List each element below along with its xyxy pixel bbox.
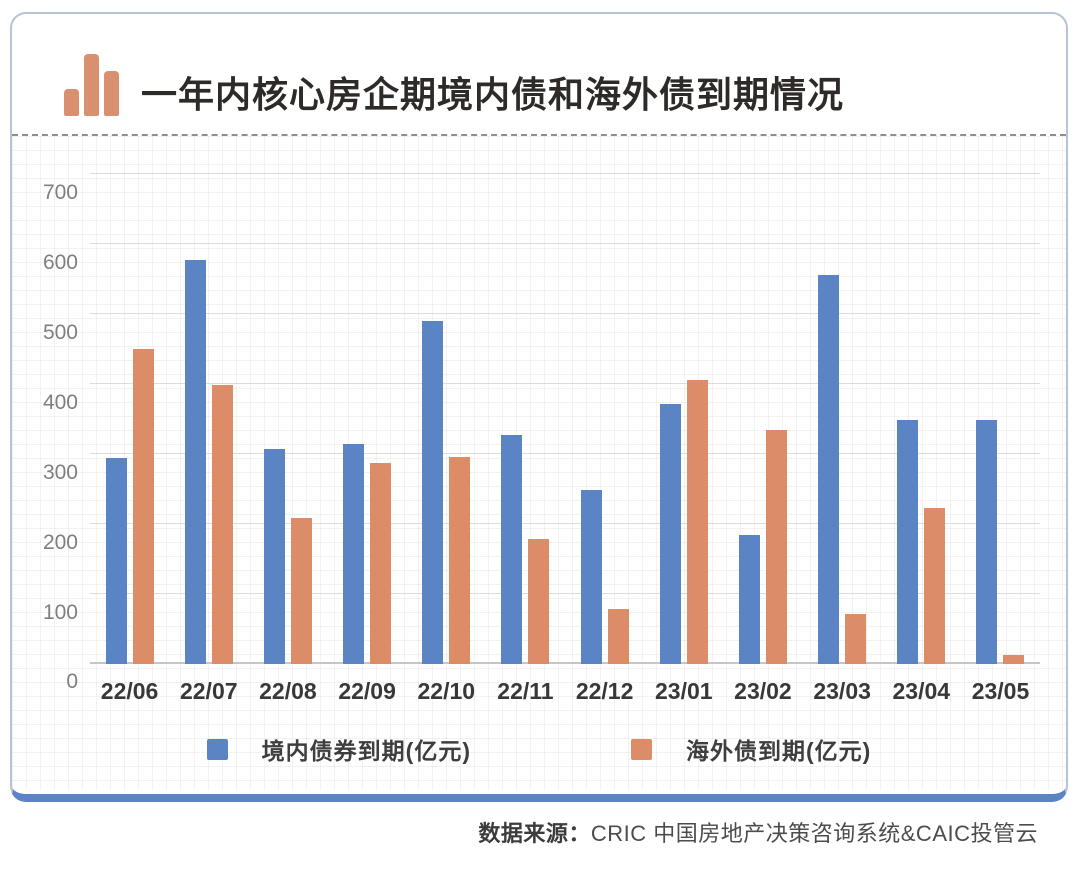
bar-境内债券到期(亿元)-22/08 [263, 449, 285, 664]
x-tick-label-22/12: 22/12 [575, 678, 634, 704]
legend-label: 海外债到期(亿元) [686, 738, 872, 764]
legend-item: 海外债到期(亿元) [631, 732, 871, 766]
y-tick-label-200: 200 [42, 531, 78, 554]
page-title-bold: 期境内债和海外债到期情况 [400, 74, 845, 115]
bar-group-22/10 [422, 174, 471, 664]
legend: 境内债券到期(亿元) 海外债到期(亿元) [12, 732, 1066, 766]
x-tick-label-23/03: 23/03 [813, 678, 871, 704]
bar-海外债到期(亿元)-23/04 [924, 507, 946, 664]
legend-swatch-icon [206, 738, 228, 760]
plot-area: 0 100 200 300 400 500 600 700 [43, 173, 1040, 692]
bar-group-23/02 [738, 174, 787, 664]
bar-境内债券到期(亿元)-23/04 [897, 419, 919, 664]
x-tick-label-22/09: 22/09 [338, 678, 396, 704]
bar-group-22/09 [343, 174, 392, 664]
chart-area: 0 100 200 300 400 500 600 700 22/06 22/07 22/08 22… [26, 150, 1054, 710]
y-tick-label-700: 700 [42, 181, 78, 204]
bar-group-23/04 [897, 174, 946, 664]
bar-海外债到期(亿元)-22/11 [528, 538, 550, 664]
gridline-400: 400 [43, 383, 1040, 413]
x-tick-label-22/11: 22/11 [497, 678, 554, 704]
page-title-regular: 一年内核心房企 [141, 74, 401, 115]
bars-container [90, 174, 1040, 664]
y-tick-label-500: 500 [42, 321, 78, 344]
bar-境内债券到期(亿元)-23/02 [738, 535, 760, 664]
legend-label: 境内债券到期(亿元) [261, 738, 471, 764]
y-tick-label-300: 300 [42, 461, 78, 484]
bar-境内债券到期(亿元)-22/10 [422, 321, 444, 664]
bar-境内债券到期(亿元)-22/09 [343, 443, 365, 664]
bar-group-22/11 [501, 174, 550, 664]
dashed-separator [12, 134, 1066, 136]
bar-海外债到期(亿元)-22/12 [607, 609, 629, 664]
x-tick-label-23/02: 23/02 [734, 678, 792, 704]
bar-海外债到期(亿元)-22/06 [132, 349, 154, 664]
bar-海外债到期(亿元)-23/01 [686, 379, 708, 664]
bar-group-22/06 [105, 174, 154, 664]
chart-section: 0 100 200 300 400 500 600 700 22/06 22/07 22/08 22… [12, 136, 1066, 790]
bar-境内债券到期(亿元)-22/06 [105, 457, 127, 664]
page-title: 一年内核心房企期境内债和海外债到期情况 [141, 66, 844, 118]
y-tick-label-600: 600 [42, 251, 78, 274]
y-tick-label-400: 400 [42, 391, 78, 414]
y-tick-label-0: 0 [66, 670, 78, 693]
x-tick-label-22/08: 22/08 [259, 678, 317, 704]
bar-group-22/07 [184, 174, 233, 664]
legend-swatch-icon [631, 738, 652, 760]
bar-海外债到期(亿元)-22/09 [370, 463, 392, 664]
bar-境内债券到期(亿元)-23/03 [817, 274, 839, 664]
gridline-200: 200 [43, 523, 1040, 553]
gridline-300: 300 [43, 453, 1040, 483]
y-tick-label-100: 100 [42, 601, 78, 624]
gridline-0: 0 [66, 662, 1040, 692]
x-tick-label-23/01: 23/01 [655, 678, 713, 704]
bar-境内债券到期(亿元)-23/05 [976, 419, 998, 664]
data-source-text: CRIC 中国房地产决策咨询系统&CAIC投管云 [590, 821, 1038, 846]
gridline-100: 100 [43, 593, 1040, 623]
bar-chart-icon [64, 54, 119, 116]
x-tick-label-23/04: 23/04 [892, 678, 951, 704]
data-source: 数据来源：CRIC 中国房地产决策咨询系统&CAIC投管云 [0, 816, 1080, 848]
bar-海外债到期(亿元)-22/07 [211, 385, 233, 664]
bar-group-23/05 [976, 174, 1025, 664]
gridline-600: 600 [43, 243, 1040, 273]
bar-境内债券到期(亿元)-22/07 [184, 260, 206, 664]
bar-境内债券到期(亿元)-23/01 [659, 403, 681, 664]
gridline-500: 500 [43, 313, 1040, 343]
title-row: 一年内核心房企期境内债和海外债到期情况 [12, 14, 1066, 118]
gridline-700: 700 [43, 173, 1040, 203]
x-axis-labels: 22/06 22/07 22/08 22/09 22/10 22/11 22/12 23/01… [90, 678, 1040, 705]
x-tick-label-22/07: 22/07 [179, 678, 238, 704]
bar-海外债到期(亿元)-23/05 [1003, 654, 1025, 664]
x-tick-label-22/06: 22/06 [100, 678, 159, 704]
bar-group-23/01 [659, 174, 708, 664]
bar-境内债券到期(亿元)-22/12 [580, 490, 602, 664]
bar-group-23/03 [817, 174, 866, 664]
bar-group-22/08 [263, 174, 312, 664]
bar-海外债到期(亿元)-22/10 [449, 456, 471, 664]
bar-境内债券到期(亿元)-22/11 [501, 435, 523, 664]
legend-item: 境内债券到期(亿元) [206, 732, 471, 766]
data-source-prefix: 数据来源： [478, 821, 591, 846]
bar-海外债到期(亿元)-23/03 [844, 614, 866, 664]
bar-海外债到期(亿元)-22/08 [290, 517, 312, 664]
x-tick-label-23/05: 23/05 [971, 678, 1030, 704]
bar-group-22/12 [580, 174, 629, 664]
bar-海外债到期(亿元)-23/02 [765, 429, 787, 664]
x-tick-label-22/10: 22/10 [417, 678, 476, 704]
chart-card: 一年内核心房企期境内债和海外债到期情况 0 100 200 300 400 500 600 7… [10, 12, 1068, 802]
